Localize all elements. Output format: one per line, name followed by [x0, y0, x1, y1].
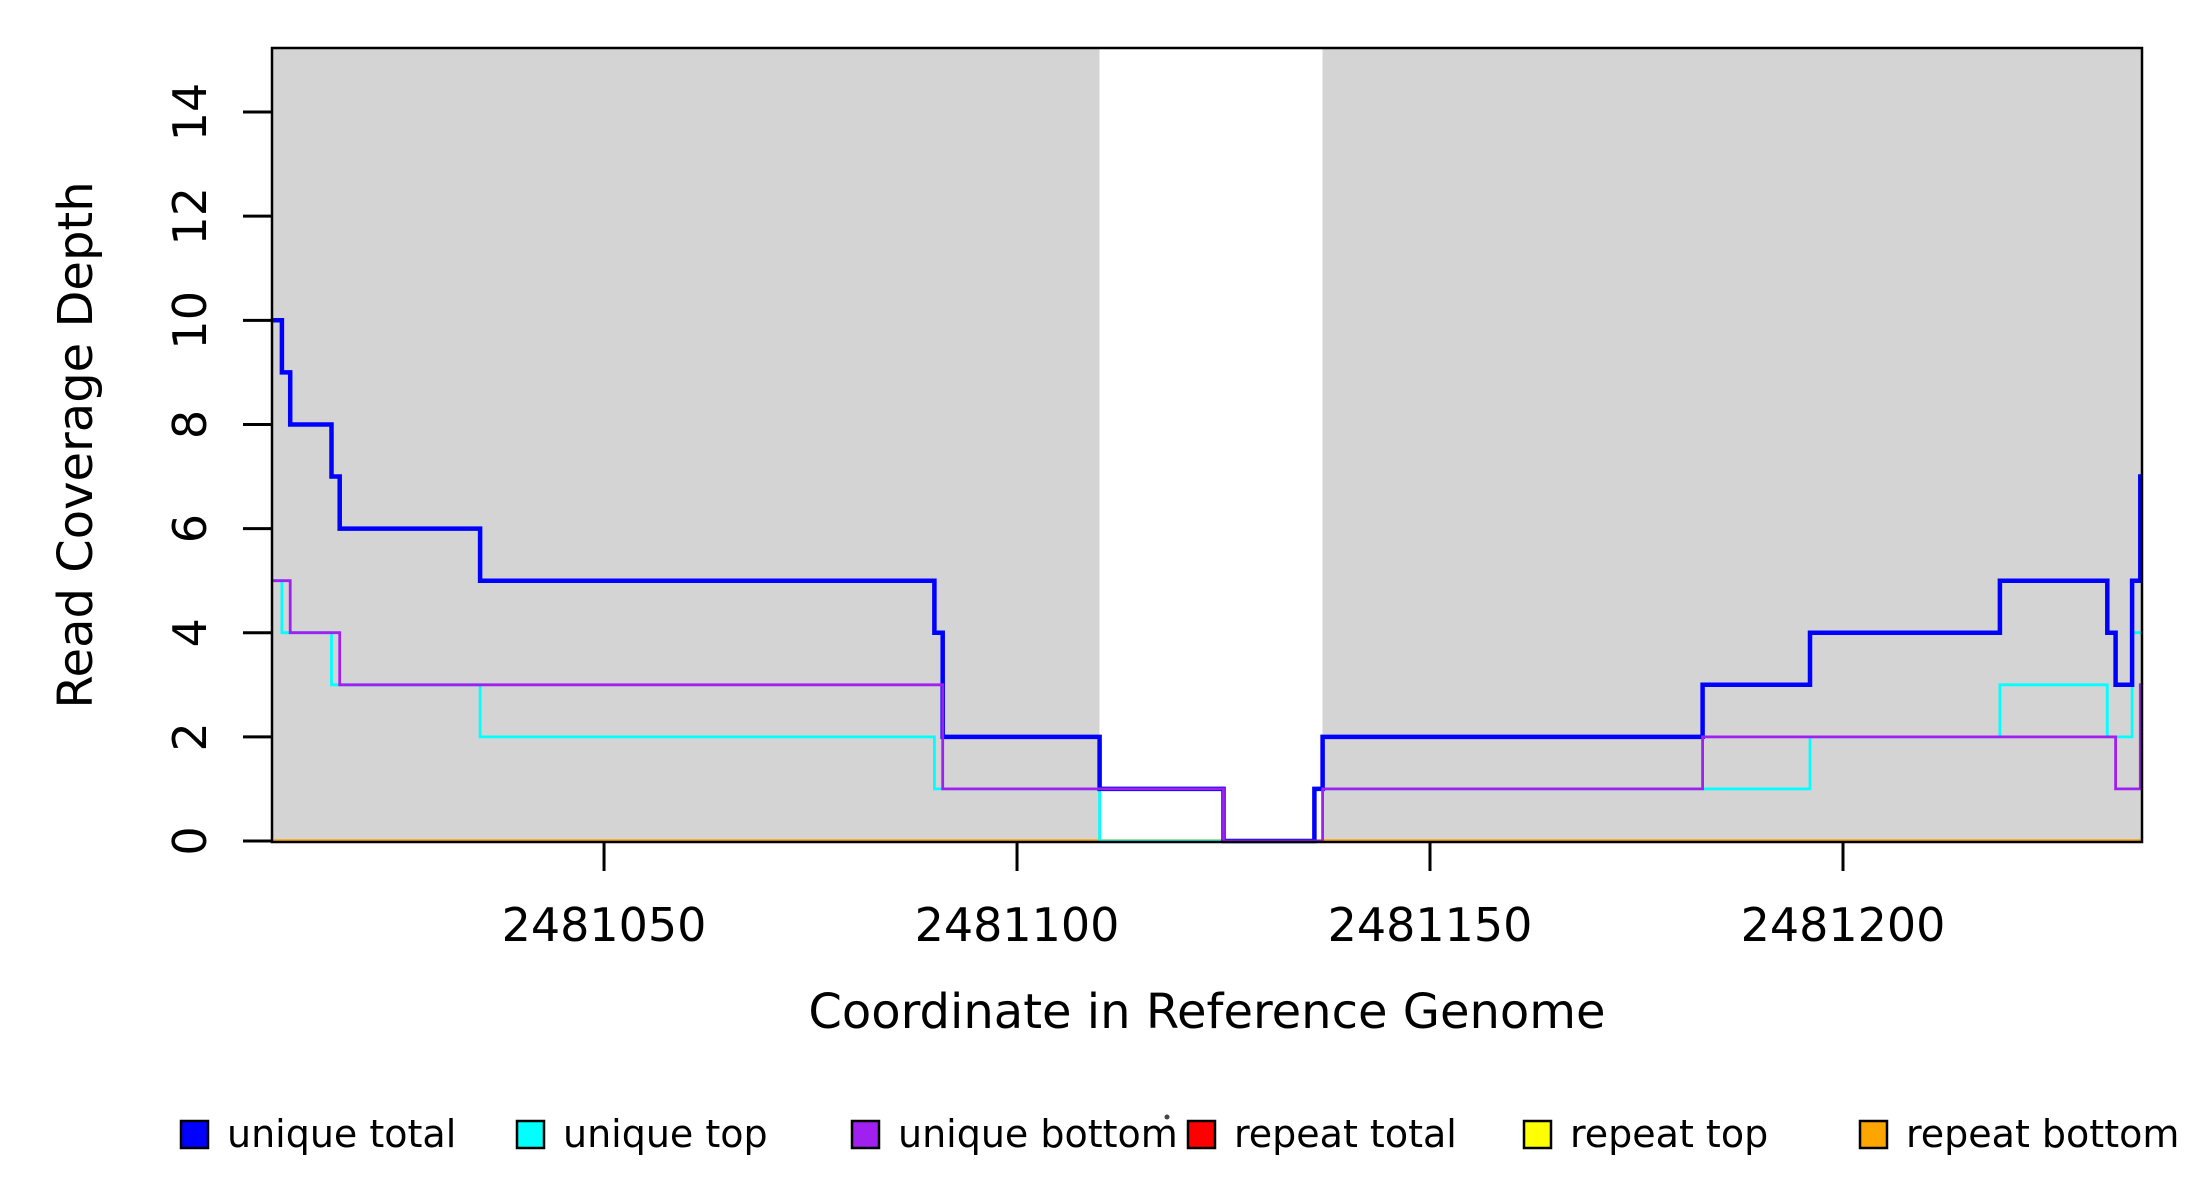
x-tick-label: 2481200 [1741, 898, 1946, 952]
y-tick-label: 14 [163, 83, 217, 142]
shaded-region [1322, 48, 2142, 842]
legend-label: unique top [563, 1112, 768, 1156]
y-tick-label: 2 [163, 722, 217, 751]
legend-swatch-repeat-bottom [1858, 1119, 1889, 1150]
y-tick-label: 0 [163, 826, 217, 855]
y-tick-label: 6 [163, 514, 217, 543]
y-axis-title: Read Coverage Depth [48, 181, 104, 708]
legend-label: unique bottom [898, 1112, 1178, 1156]
y-tick-label: 8 [163, 410, 217, 439]
x-axis-title: Coordinate in Reference Genome [808, 984, 1605, 1040]
legend-swatch-unique-bottom [850, 1119, 881, 1150]
legend-label: unique total [227, 1112, 456, 1156]
x-tick-label: 2481050 [502, 898, 707, 952]
legend-swatch-repeat-total [1186, 1119, 1217, 1150]
stray-mark [1164, 1114, 1170, 1120]
legend-swatch-unique-total [179, 1119, 210, 1150]
legend-label: repeat bottom [1906, 1112, 2179, 1156]
x-tick-label: 2481150 [1328, 898, 1533, 952]
y-tick-label: 10 [163, 291, 217, 350]
legend-swatch-unique-top [515, 1119, 546, 1150]
legend-label: repeat total [1234, 1112, 1457, 1156]
x-axis-ticks: 2481050 2481100 2481150 2481200 [502, 842, 1946, 952]
shaded-region [272, 48, 1100, 842]
y-axis-ticks: 0 2 4 6 8 10 12 14 [163, 83, 272, 856]
plot-border [270, 46, 2144, 844]
y-tick-label: 12 [163, 187, 217, 246]
legend: unique total unique top unique bottom repea… [179, 1112, 2179, 1156]
y-tick-label: 4 [163, 618, 217, 647]
shaded-regions [272, 48, 2142, 842]
legend-label: repeat top [1570, 1112, 1768, 1156]
legend-swatch-repeat-top [1522, 1119, 1553, 1150]
x-tick-label: 2481100 [915, 898, 1120, 952]
